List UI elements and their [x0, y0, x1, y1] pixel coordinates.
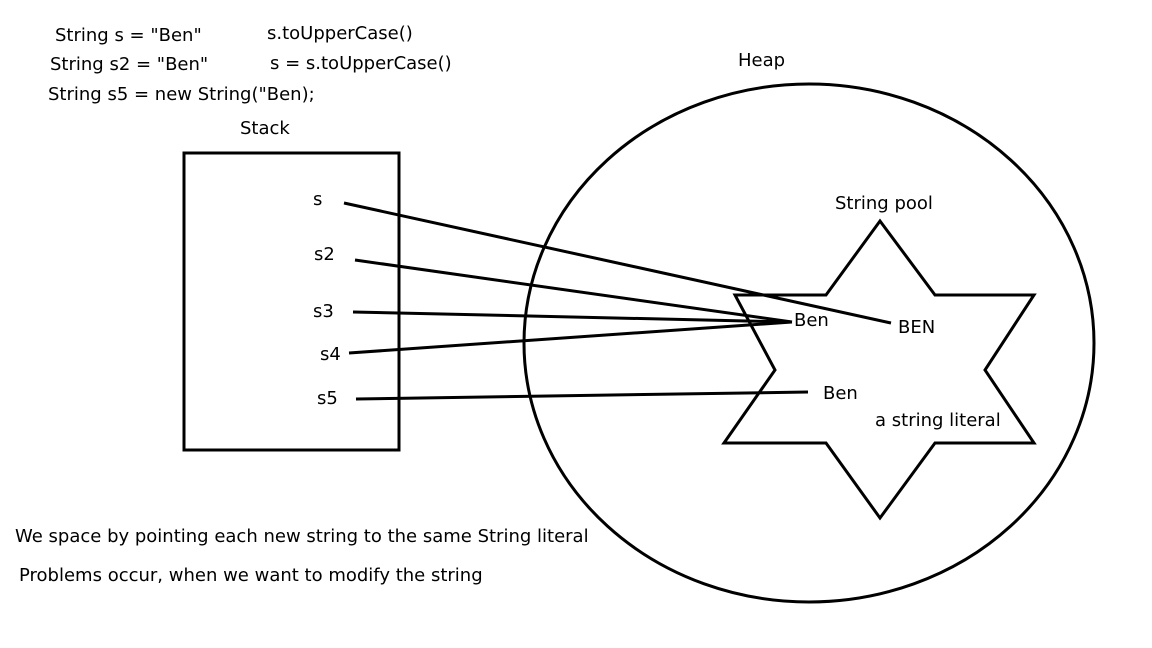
string-pool-star — [721, 218, 1037, 521]
string-literal-label: a string literal — [875, 410, 1001, 431]
code-line-1: String s = "Ben" — [55, 25, 202, 46]
string-pool-title: String pool — [835, 193, 933, 214]
pointer-s2 — [354, 258, 793, 324]
heap-title: Heap — [738, 50, 786, 71]
pointer-s5 — [355, 390, 809, 401]
heap-circle — [522, 82, 1096, 604]
stack-title: Stack — [240, 118, 290, 139]
code-line-2: String s2 = "Ben" — [50, 54, 209, 75]
pool-string-upper: BEN — [898, 317, 936, 338]
pointer-s3 — [352, 310, 793, 324]
code-call-2: s = s.toUpperCase() — [270, 53, 452, 74]
stack-var-s3: s3 — [313, 301, 334, 322]
stack-var-s5: s5 — [317, 388, 338, 409]
note-2: Problems occur, when we want to modify t… — [19, 565, 483, 586]
note-1: We space by pointing each new string to … — [15, 526, 589, 547]
stack-var-s: s — [313, 189, 323, 210]
code-line-3: String s5 = new String("Ben); — [48, 84, 315, 105]
stack-var-s4: s4 — [320, 344, 341, 365]
code-call-1: s.toUpperCase() — [267, 23, 413, 44]
pointer-s4 — [348, 320, 793, 355]
pool-string-ben: Ben — [794, 310, 829, 331]
pointer-s — [343, 201, 892, 325]
heap-string-ben: Ben — [823, 383, 858, 404]
stack-var-s2: s2 — [314, 244, 335, 265]
stack-box — [182, 151, 401, 452]
